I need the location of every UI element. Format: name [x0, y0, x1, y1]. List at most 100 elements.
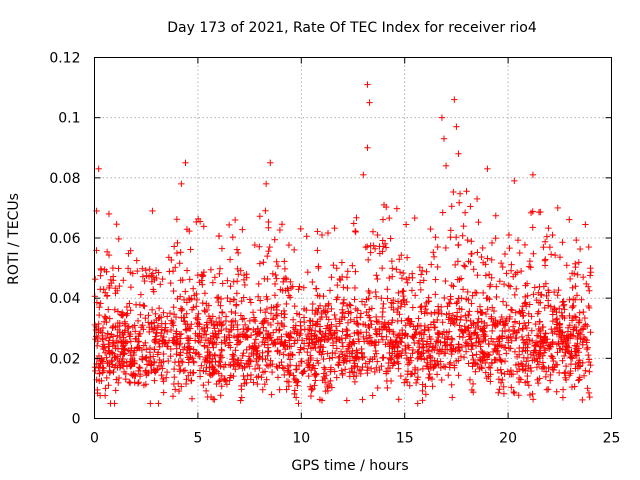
data-point [386, 214, 393, 222]
data-point [567, 330, 575, 338]
data-point [526, 391, 534, 399]
data-point [419, 387, 426, 395]
data-point [150, 326, 157, 333]
data-point [550, 288, 558, 296]
data-point [281, 371, 288, 379]
data-point [497, 259, 505, 267]
data-point [297, 326, 305, 334]
data-point [448, 282, 455, 289]
data-point [268, 391, 275, 398]
data-point [527, 264, 534, 271]
data-point [118, 311, 125, 318]
data-point [525, 319, 532, 326]
data-point [188, 395, 196, 402]
data-point [215, 330, 222, 337]
data-point [215, 232, 223, 240]
data-point [526, 257, 534, 265]
data-point [318, 334, 325, 341]
data-point [525, 332, 532, 339]
data-point [452, 234, 460, 241]
data-point [455, 241, 462, 249]
data-point [473, 195, 481, 203]
data-point [422, 305, 429, 313]
data-point [574, 271, 581, 278]
data-point [360, 333, 367, 341]
data-point [189, 285, 197, 292]
data-point [244, 334, 251, 341]
data-point [328, 384, 336, 391]
data-point [578, 296, 585, 303]
data-point [338, 367, 345, 374]
data-point [234, 321, 241, 329]
data-point [503, 302, 510, 309]
data-point [533, 332, 541, 339]
data-point [511, 348, 519, 355]
data-point [193, 296, 201, 304]
data-point [295, 286, 302, 293]
data-point [408, 270, 416, 277]
data-point [351, 378, 359, 386]
data-point [306, 317, 313, 324]
data-point [160, 389, 167, 396]
data-point [246, 356, 254, 364]
data-point [120, 277, 127, 284]
data-point [132, 335, 139, 343]
data-point [404, 317, 411, 324]
data-point [482, 272, 490, 279]
data-point [549, 311, 556, 318]
data-point [170, 303, 177, 311]
data-point [166, 309, 174, 317]
data-point [434, 263, 441, 271]
data-point [470, 388, 477, 396]
data-point [423, 268, 430, 275]
data-point [348, 365, 355, 372]
data-point [582, 221, 589, 228]
data-point [509, 370, 517, 378]
data-point [169, 267, 177, 275]
data-point [203, 364, 210, 371]
data-point [394, 304, 402, 312]
data-point [468, 322, 475, 329]
data-point [355, 335, 362, 343]
data-point [403, 276, 410, 283]
data-point [262, 180, 270, 188]
data-point [559, 357, 566, 364]
data-point [158, 320, 165, 327]
data-point [540, 243, 547, 251]
data-point [183, 376, 190, 383]
data-point [575, 259, 583, 266]
data-point [255, 280, 262, 288]
data-point [141, 302, 148, 310]
data-point [487, 371, 494, 378]
data-point [100, 286, 107, 293]
data-point [244, 326, 251, 333]
data-point [134, 343, 141, 351]
data-point [232, 317, 239, 325]
data-point [165, 337, 173, 344]
data-point [154, 322, 162, 330]
data-point [278, 221, 286, 228]
data-point [387, 235, 394, 242]
data-point [381, 319, 388, 326]
data-point [585, 389, 593, 397]
data-point [139, 273, 147, 280]
data-point [410, 334, 418, 341]
data-point [582, 321, 589, 328]
x-tick-label: 25 [603, 431, 621, 447]
data-point [135, 379, 142, 386]
data-point [266, 361, 274, 369]
data-point [553, 341, 561, 348]
data-point [389, 273, 396, 280]
data-point [91, 363, 99, 371]
data-point [432, 291, 439, 298]
data-point [313, 357, 321, 364]
data-point [432, 362, 439, 369]
data-point [463, 188, 470, 195]
data-point [217, 392, 224, 399]
data-point [585, 351, 592, 359]
data-point [508, 337, 515, 344]
data-point [149, 207, 156, 215]
data-point [573, 352, 580, 360]
data-point [194, 316, 202, 323]
data-point [226, 256, 234, 263]
